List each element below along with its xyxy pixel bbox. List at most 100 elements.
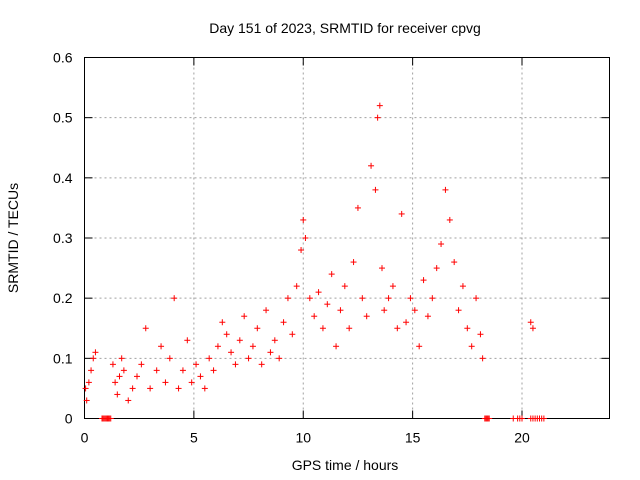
data-point (376, 102, 383, 109)
data-point (158, 343, 165, 350)
data-point (433, 265, 440, 272)
data-point (359, 295, 366, 302)
data-point (236, 337, 243, 344)
data-points (82, 102, 547, 422)
data-point (284, 295, 291, 302)
data-point (129, 385, 136, 392)
data-point (429, 295, 436, 302)
data-point (398, 210, 405, 217)
data-point (214, 343, 221, 350)
data-point (451, 259, 458, 266)
y-tick-label: 0.1 (53, 350, 73, 366)
x-tick-label: 20 (514, 430, 530, 446)
data-point (254, 325, 261, 332)
data-point (206, 355, 213, 362)
data-point (201, 385, 208, 392)
data-point (138, 361, 145, 368)
data-point (394, 325, 401, 332)
data-point (477, 331, 484, 338)
data-point (350, 259, 357, 266)
data-point (473, 295, 480, 302)
data-point (446, 216, 453, 223)
data-point (468, 343, 475, 350)
data-point (184, 337, 191, 344)
data-point (289, 331, 296, 338)
data-point (118, 355, 125, 362)
data-point (389, 283, 396, 290)
data-point (193, 361, 200, 368)
data-point (120, 367, 127, 374)
data-point (381, 307, 388, 314)
x-tick-label: 0 (81, 430, 89, 446)
data-point (346, 325, 353, 332)
data-point (363, 313, 370, 320)
data-point (306, 295, 313, 302)
data-point (479, 355, 486, 362)
y-tick-label: 0.3 (53, 230, 73, 246)
data-point (368, 162, 375, 169)
data-point (258, 361, 265, 368)
x-axis-label: GPS time / hours (292, 457, 399, 473)
data-point (293, 283, 300, 290)
data-point (455, 307, 462, 314)
data-point (107, 415, 114, 422)
data-point (92, 349, 99, 356)
data-point (147, 385, 154, 392)
data-point (341, 283, 348, 290)
data-point (280, 319, 287, 326)
data-point (324, 301, 331, 308)
data-point (188, 379, 195, 386)
data-point (114, 391, 121, 398)
data-point (241, 313, 248, 320)
data-point (337, 307, 344, 314)
x-tick-label: 10 (295, 430, 311, 446)
data-point (267, 349, 274, 356)
data-point (416, 343, 423, 350)
data-point (83, 397, 90, 404)
data-point (223, 331, 230, 338)
data-point (385, 295, 392, 302)
chart-title: Day 151 of 2023, SRMTID for receiver cpv… (209, 20, 481, 36)
axis-ticks: 0 0.1 0.2 0.3 0.4 0.5 0.6 0 5 10 15 20 (53, 50, 610, 446)
data-point (153, 367, 160, 374)
data-point (276, 355, 283, 362)
data-point (245, 355, 252, 362)
data-point (315, 289, 322, 296)
data-point (263, 307, 270, 314)
y-tick-label: 0 (65, 411, 73, 427)
data-point (407, 295, 414, 302)
data-point (459, 283, 466, 290)
data-point (424, 313, 431, 320)
x-tick-label: 15 (405, 430, 421, 446)
data-point (112, 379, 119, 386)
data-point (134, 373, 140, 380)
data-point (249, 343, 256, 350)
data-point (442, 186, 449, 193)
data-point (486, 415, 493, 422)
data-point (88, 367, 95, 374)
data-point (403, 319, 410, 326)
data-point (319, 325, 326, 332)
data-point (529, 325, 536, 332)
data-point (300, 216, 307, 223)
data-point (142, 325, 149, 332)
data-point (328, 271, 335, 278)
data-point (210, 367, 217, 374)
data-point (311, 313, 318, 320)
data-point (197, 373, 204, 380)
data-point (166, 355, 173, 362)
data-point (125, 397, 132, 404)
data-point (438, 241, 445, 248)
data-point (302, 235, 309, 241)
data-point (271, 337, 278, 344)
data-point (175, 385, 182, 392)
data-point (540, 415, 547, 422)
data-point (298, 247, 305, 254)
data-point (333, 343, 340, 350)
data-point (109, 361, 116, 368)
data-point (116, 373, 123, 380)
y-axis-label: SRMTID / TECUs (5, 183, 21, 293)
data-point (374, 114, 381, 121)
data-point (420, 277, 427, 284)
